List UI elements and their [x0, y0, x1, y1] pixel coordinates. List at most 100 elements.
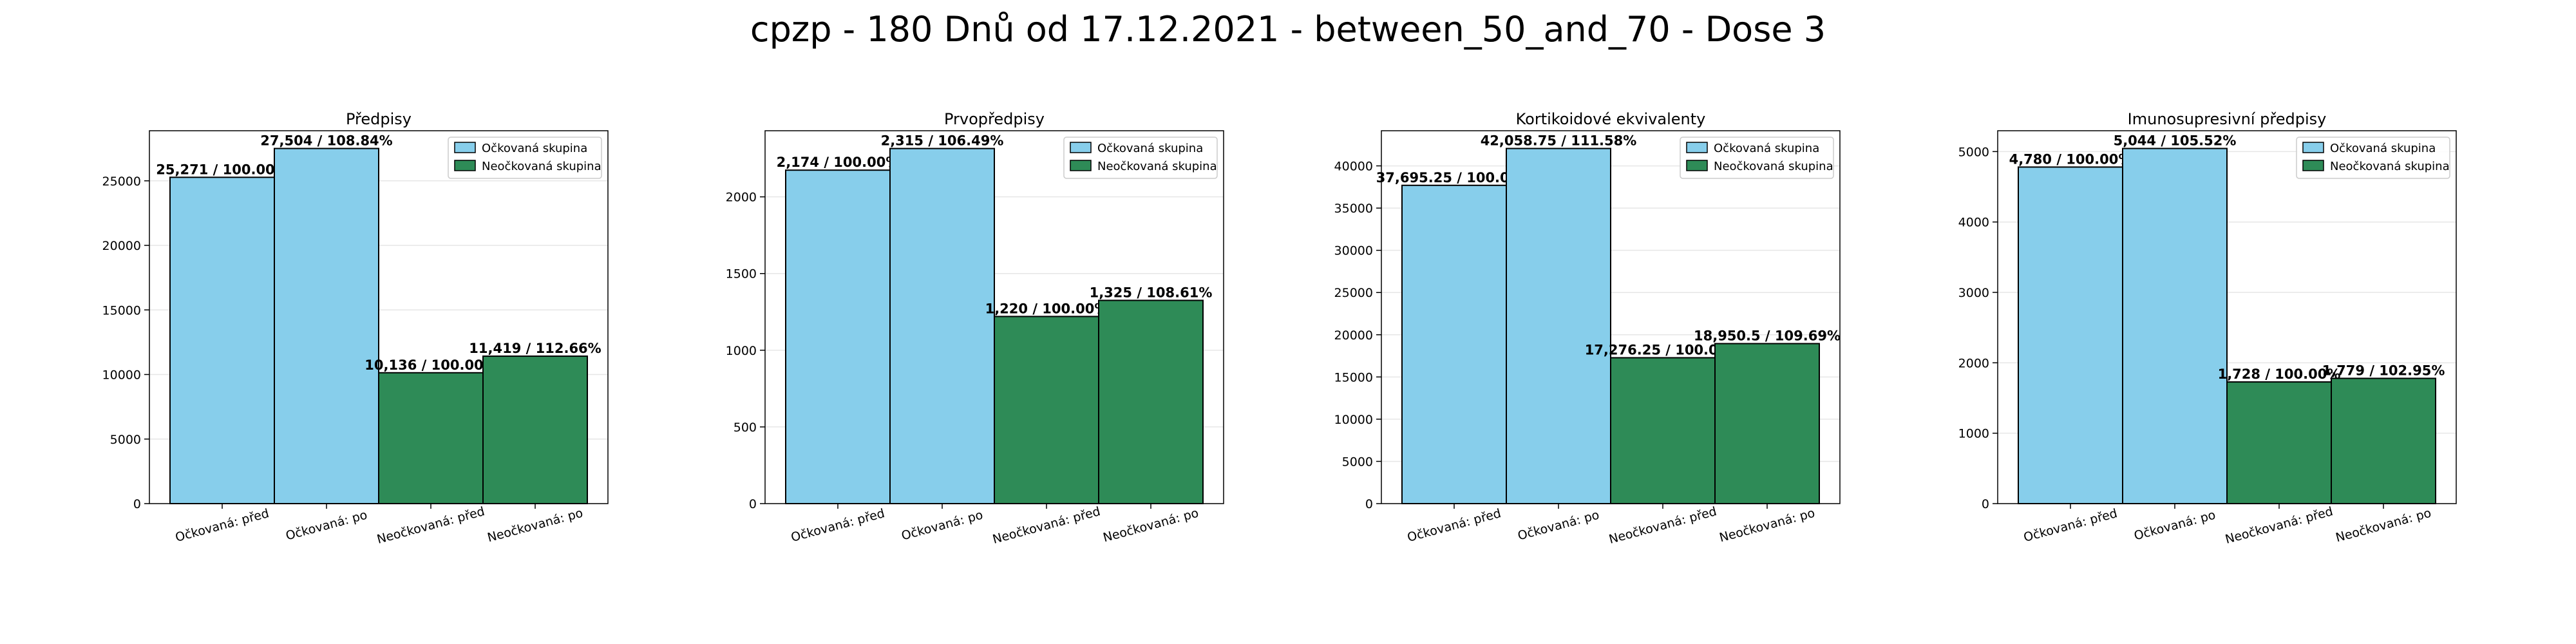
- chart-3-ytick-label: 5000: [1342, 455, 1373, 469]
- chart-4-ytick-label: 4000: [1958, 216, 1989, 230]
- chart-4-xtick-label: Očkovaná: před: [2022, 506, 2119, 545]
- chart-2-ytick-label: 1500: [726, 267, 757, 281]
- chart-2-ytick-label: 0: [749, 497, 757, 511]
- chart-1-legend: [448, 137, 602, 179]
- chart-2-xtick-label: Očkovaná: před: [790, 506, 886, 545]
- chart-3-ytick-label: 25000: [1334, 286, 1373, 300]
- chart-3: 37,695.25 / 100.00%Očkovaná: před42,058.…: [1334, 110, 1841, 547]
- chart-1-bar: [378, 372, 484, 505]
- chart-4-bar-value-label: 1,728 / 100.00%: [2218, 366, 2341, 382]
- chart-1-bar: [274, 147, 379, 504]
- chart-2-legend-label: Neočkovaná skupina: [1097, 160, 1217, 173]
- chart-3-legend-label: Očkovaná skupina: [1714, 142, 1819, 155]
- chart-3-ytick-label: 10000: [1334, 413, 1373, 427]
- chart-4-bar: [2018, 166, 2123, 504]
- chart-4-xtick-label: Neočkovaná: před: [2224, 504, 2334, 547]
- chart-1-xtick-label: Neočkovaná: po: [486, 506, 584, 545]
- chart-1-legend-label: Neočkovaná skupina: [482, 160, 601, 173]
- chart-3-bar: [1714, 343, 1820, 504]
- chart-4-bar-value-label: 5,044 / 105.52%: [2114, 133, 2237, 149]
- chart-1-legend-label: Očkovaná skupina: [482, 142, 587, 155]
- chart-1-legend-swatch: [454, 142, 476, 153]
- chart-3-ytick-label: 40000: [1334, 160, 1373, 174]
- chart-2-bar: [889, 147, 995, 505]
- chart-1-xtick-label: Očkovaná: před: [174, 506, 270, 545]
- chart-4-legend-swatch: [2302, 160, 2324, 171]
- chart-1-bar: [169, 176, 275, 504]
- chart-2-bar-value-label: 1,325 / 108.61%: [1090, 285, 1213, 300]
- chart-2-bar-value-label: 2,315 / 106.49%: [881, 133, 1004, 149]
- chart-1-ytick-label: 25000: [102, 175, 141, 189]
- chart-1-bar: [482, 355, 588, 505]
- chart-3-ytick-label: 20000: [1334, 328, 1373, 343]
- chart-3-legend-swatch: [1686, 142, 1708, 153]
- chart-2-bar-value-label: 2,174 / 100.00%: [777, 155, 900, 170]
- chart-1-xtick-label: Neočkovaná: před: [375, 504, 486, 547]
- chart-4-plot-frame: [1997, 130, 2457, 504]
- chart-3-bar: [1506, 147, 1611, 505]
- chart-1-xtick-label: Očkovaná: po: [284, 508, 368, 544]
- chart-4-bar-value-label: 4,780 / 100.00%: [2009, 151, 2132, 167]
- chart-3-bar: [1610, 357, 1716, 504]
- chart-4-xtick-label: Očkovaná: po: [2132, 508, 2217, 544]
- chart-3-title: Kortikoidové ekvivalenty: [1516, 110, 1706, 128]
- chart-1-bar-value-label: 25,271 / 100.00%: [156, 162, 288, 177]
- chart-1-bar-value-label: 11,419 / 112.66%: [469, 341, 601, 356]
- chart-2: 2,174 / 100.00% Očkovaná: před 2,315 / 106…: [726, 110, 1224, 547]
- chart-2-xtick-label: Neočkovaná: před: [991, 504, 1102, 547]
- chart-4-title: Imunosupresivní předpisy: [2128, 110, 2327, 128]
- chart-2-title: Prvopředpisy: [944, 110, 1045, 128]
- chart-4-xtick-label: Neočkovaná: po: [2334, 506, 2432, 545]
- chart-2-legend: [1063, 137, 1218, 179]
- chart-2-legend-swatch: [1070, 160, 1092, 171]
- chart-2-ytick-label: 500: [734, 421, 757, 435]
- chart-1-ytick-label: 5000: [110, 433, 141, 447]
- chart-1-ytick-label: 20000: [102, 239, 141, 253]
- chart-2-bar: [785, 169, 891, 504]
- chart-3-xtick-label: Neočkovaná: po: [1718, 506, 1816, 545]
- chart-1-legend-swatch: [454, 160, 476, 171]
- chart-3-ytick-label: 30000: [1334, 244, 1373, 258]
- chart-3-legend: [1680, 137, 1834, 179]
- chart-2-xtick-label: Neočkovaná: po: [1101, 506, 1200, 545]
- figure-title: cpzp - 180 Dnů od 17.12.2021 - between_5…: [750, 9, 1826, 50]
- chart-3-xtick-label: Neočkovaná: před: [1607, 504, 1718, 547]
- chart-4-legend-label: Očkovaná skupina: [2330, 142, 2436, 155]
- chart-2-bar: [994, 316, 1099, 504]
- chart-2-bar-value-label: 1,220 / 100.00%: [985, 301, 1108, 316]
- chart-3-legend-label: Neočkovaná skupina: [1714, 160, 1833, 173]
- chart-2-plot-frame: [764, 130, 1224, 504]
- chart-4-ytick-label: 5000: [1958, 145, 1989, 159]
- chart-2-legend-label: Očkovaná skupina: [1097, 142, 1203, 155]
- chart-4: 4,780 / 100.00% Očkovaná: před 5,044 / 105…: [1958, 110, 2457, 547]
- chart-3-xtick-label: Očkovaná: před: [1406, 506, 1502, 545]
- chart-1-ytick-label: 15000: [102, 303, 141, 317]
- chart-1: 25,271 / 100.00% Očkovaná: před 27,504 / 1…: [102, 110, 609, 547]
- chart-4-legend-label: Neočkovaná skupina: [2330, 160, 2450, 173]
- chart-1-bar-value-label: 27,504 / 108.84%: [260, 133, 392, 149]
- chart-2-xtick-label: Očkovaná: po: [900, 508, 984, 544]
- chart-3-ytick-label: 35000: [1334, 202, 1373, 216]
- chart-4-ytick-label: 3000: [1958, 286, 1989, 300]
- chart-4-bar-value-label: 1,779 / 102.95%: [2322, 363, 2445, 379]
- chart-3-plot-frame: [1381, 130, 1841, 504]
- chart-1-bar-value-label: 10,136 / 100.00%: [365, 357, 497, 373]
- chart-4-ytick-label: 0: [1982, 497, 1989, 511]
- chart-2-ytick-label: 2000: [726, 191, 757, 205]
- chart-1-title: Předpisy: [346, 110, 412, 128]
- chart-4-ytick-label: 1000: [1958, 427, 1989, 441]
- chart-3-legend-swatch: [1686, 160, 1708, 171]
- chart-4-ytick-label: 2000: [1958, 356, 1989, 370]
- chart-3-bar-value-label: 42,058.75 / 111.58%: [1481, 133, 1637, 149]
- chart-3-bar-value-label: 18,950.5 / 109.69%: [1694, 328, 1841, 344]
- chart-4-bar: [2226, 381, 2332, 504]
- chart-2-legend-swatch: [1070, 142, 1092, 153]
- chart-4-bar: [2122, 147, 2228, 504]
- chart-1-plot-frame: [149, 130, 609, 504]
- chart-2-bar: [1098, 299, 1204, 504]
- chart-3-ytick-label: 0: [1365, 497, 1373, 511]
- chart-3-ytick-label: 15000: [1334, 370, 1373, 384]
- chart-4-legend: [2296, 137, 2450, 179]
- chart-1-ytick-label: 0: [133, 497, 141, 511]
